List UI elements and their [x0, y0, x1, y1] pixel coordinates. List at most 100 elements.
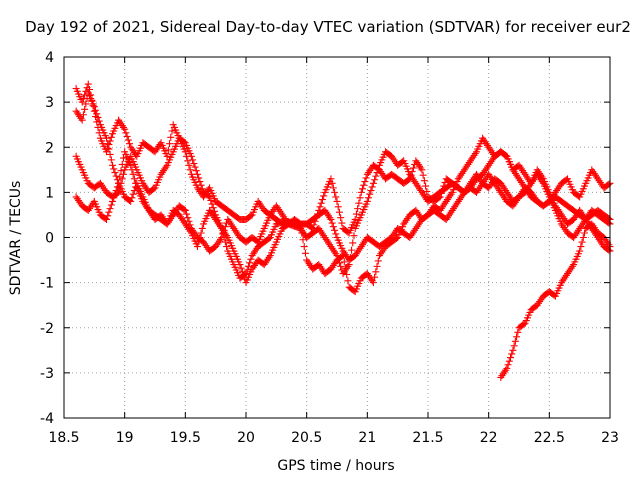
data-point — [337, 262, 345, 270]
data-point — [107, 201, 115, 209]
data-point — [112, 187, 120, 195]
data-point — [127, 161, 135, 169]
data-point — [334, 203, 342, 211]
data-point — [123, 132, 131, 140]
x-tick-label: 20 — [237, 430, 255, 446]
data-point — [124, 136, 132, 144]
x-tick-label: 21 — [358, 430, 376, 446]
y-tick-label: -3 — [40, 366, 54, 382]
data-point — [371, 273, 379, 281]
series-track-c — [72, 89, 614, 282]
data-point — [367, 187, 375, 195]
data-point — [105, 145, 113, 153]
data-point — [327, 175, 335, 183]
data-point — [193, 170, 201, 178]
data-point — [163, 152, 171, 160]
data-point — [328, 179, 336, 187]
data-point — [247, 212, 255, 220]
data-point — [363, 197, 371, 205]
data-point — [187, 152, 195, 160]
plot-marks — [72, 80, 614, 381]
data-point — [106, 205, 114, 213]
data-point — [241, 271, 249, 279]
data-point — [206, 193, 214, 201]
data-point — [332, 230, 340, 238]
data-point — [510, 342, 518, 350]
data-point — [220, 226, 228, 234]
data-point — [207, 196, 215, 204]
data-point — [605, 180, 613, 188]
data-point — [127, 197, 135, 205]
data-point — [351, 215, 359, 223]
data-point — [502, 151, 510, 159]
data-point — [418, 166, 426, 174]
data-point — [579, 234, 587, 241]
data-point — [113, 183, 121, 191]
data-point — [119, 170, 127, 178]
data-point — [243, 266, 251, 274]
axis-ticks: 18.5 19 19.5 20 20.5 21 21.5 22 22.5 23-4-3-2-101… — [40, 50, 619, 446]
data-point — [192, 167, 200, 175]
y-tick-label: -1 — [40, 276, 54, 292]
data-point — [514, 328, 522, 336]
data-point — [356, 194, 364, 202]
data-point — [355, 199, 363, 207]
data-point — [117, 167, 125, 175]
data-point — [195, 174, 203, 182]
data-point — [78, 116, 86, 124]
data-point — [329, 223, 337, 231]
data-point — [331, 226, 339, 234]
data-point — [193, 243, 201, 251]
data-point — [111, 190, 119, 198]
data-point — [221, 223, 229, 231]
data-point — [409, 164, 417, 172]
data-point — [328, 219, 336, 227]
data-point — [129, 170, 137, 178]
x-axis-label: GPS time / hours — [277, 458, 394, 474]
x-tick-label: 22 — [480, 430, 498, 446]
data-point — [197, 229, 205, 237]
data-point — [352, 210, 360, 218]
data-point — [236, 261, 244, 269]
x-tick-label: 19.5 — [170, 430, 201, 446]
data-point — [511, 337, 519, 345]
y-tick-label: -2 — [40, 321, 54, 337]
data-point — [369, 279, 377, 287]
data-point — [78, 98, 86, 106]
data-point — [354, 205, 362, 213]
data-point — [221, 238, 229, 246]
chart-title: Day 192 of 2021, Sidereal Day-to-day VTE… — [25, 18, 631, 36]
data-point — [198, 224, 206, 232]
data-point — [129, 190, 137, 198]
data-point — [578, 238, 586, 246]
data-point — [244, 262, 252, 270]
data-point — [104, 212, 112, 220]
data-point — [122, 129, 130, 137]
data-point — [338, 219, 346, 227]
data-point — [373, 262, 381, 270]
data-point — [109, 197, 117, 205]
data-point — [166, 140, 174, 148]
x-tick-label: 20.5 — [291, 430, 322, 446]
data-point — [128, 166, 136, 174]
data-point — [300, 243, 308, 251]
data-point — [118, 160, 126, 168]
data-point — [126, 140, 134, 148]
data-point — [371, 176, 379, 184]
data-point — [191, 163, 199, 171]
data-point — [335, 259, 343, 267]
data-point — [329, 184, 337, 192]
data-point — [180, 206, 188, 214]
data-point — [520, 320, 528, 328]
series-track-e — [497, 220, 614, 381]
data-point — [358, 185, 366, 193]
x-tick-label: 21.5 — [412, 430, 443, 446]
data-point — [186, 166, 194, 174]
data-point — [333, 252, 341, 260]
data-point — [121, 125, 129, 133]
data-point — [357, 188, 365, 196]
data-point — [348, 246, 356, 254]
data-point — [320, 192, 328, 200]
data-point — [79, 111, 87, 119]
data-point — [102, 215, 110, 223]
